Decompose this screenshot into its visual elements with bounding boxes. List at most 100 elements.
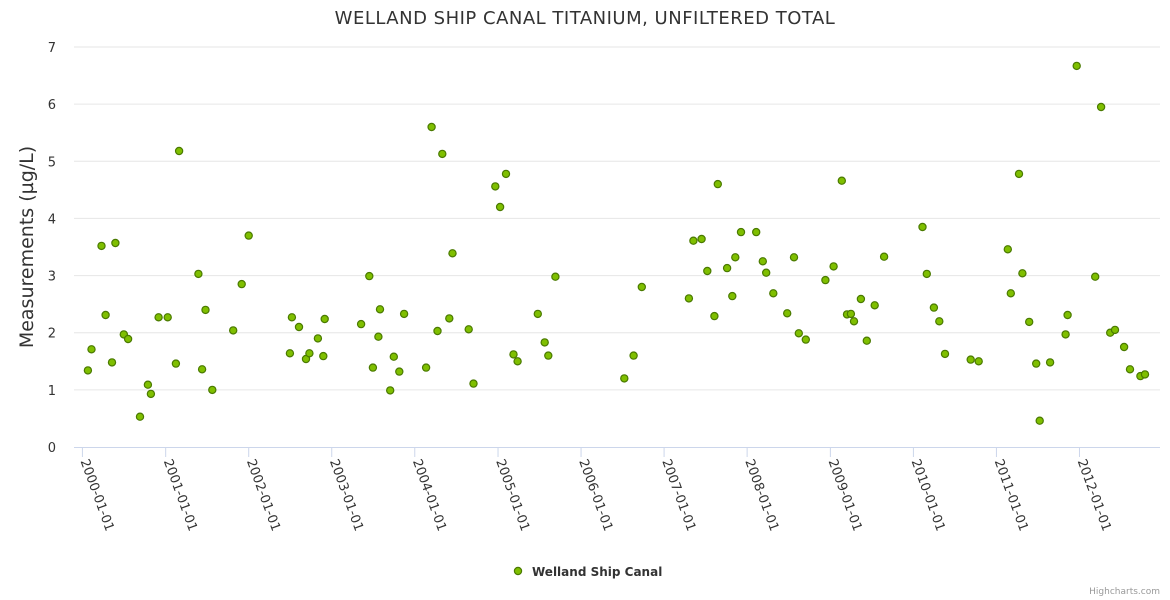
data-point[interactable] (789, 253, 799, 262)
data-point[interactable] (731, 253, 740, 262)
data-point[interactable] (228, 326, 238, 335)
data-point[interactable] (722, 263, 732, 273)
data-point[interactable] (208, 385, 217, 395)
data-point[interactable] (135, 412, 145, 421)
data-point[interactable] (237, 279, 246, 289)
data-point[interactable] (1045, 358, 1055, 367)
data-point[interactable] (356, 319, 366, 329)
data-point[interactable] (1031, 359, 1041, 368)
data-point[interactable] (1096, 102, 1106, 112)
data-point[interactable] (174, 146, 184, 156)
data-point[interactable] (629, 351, 638, 360)
data-point[interactable] (1090, 272, 1100, 281)
credits-link[interactable]: Highcharts.com (1089, 587, 1160, 597)
data-point[interactable] (285, 349, 295, 358)
data-point[interactable] (935, 317, 944, 326)
data-point[interactable] (736, 227, 746, 237)
data-point[interactable] (320, 314, 329, 324)
data-point[interactable] (783, 309, 792, 318)
data-point[interactable] (399, 309, 409, 319)
data-point[interactable] (929, 303, 939, 312)
data-point[interactable] (1014, 169, 1024, 179)
data-point[interactable] (1006, 289, 1016, 298)
data-point[interactable] (163, 313, 172, 322)
data-point[interactable] (533, 309, 543, 319)
data-point[interactable] (1018, 269, 1027, 278)
legend-item-welland-ship-canal[interactable]: Welland Ship Canal (532, 565, 662, 579)
data-point[interactable] (171, 359, 181, 368)
data-point[interactable] (862, 336, 872, 345)
data-point[interactable] (540, 338, 549, 347)
data-point[interactable] (1063, 310, 1072, 320)
data-point[interactable] (313, 334, 323, 343)
data-point[interactable] (837, 176, 847, 185)
data-point[interactable] (395, 367, 404, 376)
data-point[interactable] (879, 252, 889, 261)
data-point[interactable] (1061, 330, 1070, 339)
data-point[interactable] (368, 363, 378, 372)
series-welland-ship-canal[interactable] (83, 61, 1150, 425)
data-point[interactable] (1024, 317, 1034, 327)
data-point[interactable] (495, 202, 505, 212)
data-point[interactable] (421, 363, 431, 372)
data-point[interactable] (846, 309, 856, 319)
data-point[interactable] (433, 326, 442, 336)
data-point[interactable] (513, 357, 522, 366)
data-point[interactable] (752, 227, 761, 237)
data-point[interactable] (697, 234, 706, 244)
data-point[interactable] (294, 322, 304, 332)
data-point[interactable] (940, 349, 950, 359)
data-point[interactable] (918, 222, 927, 232)
data-point[interactable] (201, 305, 210, 315)
data-point[interactable] (713, 179, 723, 189)
data-point[interactable] (684, 294, 694, 303)
data-point[interactable] (758, 257, 768, 266)
data-point[interactable] (194, 269, 203, 279)
data-point[interactable] (146, 389, 156, 399)
data-point[interactable] (107, 358, 117, 367)
data-point[interactable] (637, 282, 647, 292)
data-point[interactable] (123, 334, 133, 344)
data-point[interactable] (97, 241, 106, 251)
data-point[interactable] (87, 345, 96, 354)
data-point[interactable] (427, 122, 436, 132)
data-point[interactable] (445, 314, 454, 323)
data-point[interactable] (794, 329, 804, 338)
data-point[interactable] (319, 351, 328, 361)
data-point[interactable] (1140, 370, 1150, 379)
data-point[interactable] (501, 169, 511, 179)
data-point[interactable] (762, 268, 771, 277)
data-point[interactable] (154, 313, 163, 322)
data-point[interactable] (197, 365, 207, 374)
data-point[interactable] (922, 269, 932, 279)
data-point[interactable] (1003, 245, 1013, 254)
data-point[interactable] (448, 249, 457, 258)
data-point[interactable] (438, 149, 447, 159)
data-point[interactable] (287, 313, 297, 322)
data-point[interactable] (464, 325, 473, 334)
data-point[interactable] (551, 272, 560, 281)
data-point[interactable] (365, 271, 374, 281)
data-point[interactable] (143, 380, 153, 389)
data-point[interactable] (849, 317, 859, 326)
data-point[interactable] (1035, 416, 1044, 425)
data-point[interactable] (491, 182, 500, 191)
data-point[interactable] (1110, 325, 1120, 335)
data-point[interactable] (101, 310, 110, 320)
data-point[interactable] (83, 366, 93, 375)
data-point[interactable] (829, 262, 838, 271)
data-point[interactable] (386, 386, 395, 395)
data-point[interactable] (509, 350, 518, 359)
data-point[interactable] (544, 351, 553, 360)
data-point[interactable] (1125, 365, 1135, 374)
data-point[interactable] (244, 231, 253, 240)
data-point[interactable] (111, 238, 120, 248)
data-point[interactable] (305, 349, 314, 358)
data-point[interactable] (870, 301, 879, 310)
data-point[interactable] (801, 335, 811, 344)
data-point[interactable] (689, 236, 698, 245)
data-point[interactable] (710, 311, 719, 321)
data-point[interactable] (1072, 61, 1081, 71)
data-point[interactable] (389, 352, 398, 361)
data-point[interactable] (620, 374, 629, 383)
